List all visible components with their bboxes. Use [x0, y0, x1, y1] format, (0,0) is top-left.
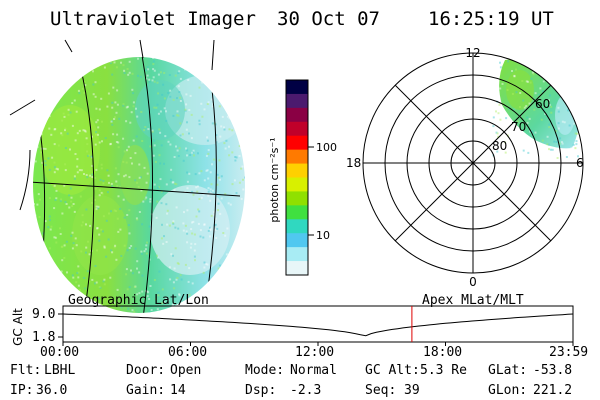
status-value-gc-alt: 5.3 Re — [420, 363, 467, 378]
colorbar-stripe — [286, 107, 308, 123]
altitude-y-tick-min: 1.8 — [32, 330, 56, 345]
status-key-glon: GLon: — [488, 383, 528, 398]
colorbar-stripe — [286, 163, 308, 179]
altitude-axis-label: GC Alt — [11, 308, 25, 346]
colorbar-tick-100: 100 — [316, 141, 337, 154]
mlt-label-0: 0 — [469, 275, 477, 289]
status-value-mode: Normal — [290, 363, 337, 378]
colorbar-stripe — [286, 205, 308, 220]
altitude-curve — [62, 313, 574, 337]
status-value-ip: 36.0 — [36, 383, 68, 398]
geographic-panel-label: Geographic Lat/Lon — [68, 293, 209, 308]
colorbar-stripe — [286, 177, 308, 193]
altitude-y-tick-max: 9.0 — [32, 307, 56, 322]
instrument-title: Ultraviolet Imager — [50, 8, 256, 30]
mlt-label-6: 6 — [576, 156, 584, 170]
altitude-x-tick-label: 12:00 — [295, 345, 335, 360]
colorbar-stripe — [286, 219, 308, 234]
status-key-glat: GLat: — [488, 363, 528, 378]
status-value-seq: 39 — [404, 383, 420, 398]
status-value-glon: 221.2 — [533, 383, 573, 398]
altitude-x-tick-label: 06:00 — [168, 345, 208, 360]
mlt-label-12: 12 — [465, 46, 480, 60]
mlt-label-18: 18 — [346, 156, 361, 170]
status-key-dsp: Dsp: — [245, 383, 277, 398]
observation-date: 30 Oct 07 — [277, 8, 380, 30]
observation-time: 16:25:19 UT — [428, 8, 554, 30]
status-key-door: Door: — [126, 363, 166, 378]
mlat-label-80: 80 — [492, 139, 507, 153]
colorbar-unit-label: photon cm⁻²s⁻¹ — [268, 137, 281, 222]
status-key-gain: Gain: — [126, 383, 166, 398]
colorbar-stripe — [286, 233, 308, 248]
status-value-dsp: -2.3 — [290, 383, 322, 398]
color-scale-bar: 100 10 photon cm⁻²s⁻¹ — [268, 79, 337, 276]
altitude-plot: GC Alt — [11, 305, 574, 346]
colorbar-stripe — [286, 121, 308, 137]
status-value-door: Open — [170, 363, 202, 378]
status-key-seq: Seq: — [365, 383, 397, 398]
status-key-filter: Flt: — [10, 363, 42, 378]
colorbar-stripe — [286, 191, 308, 206]
status-value-filter: LBHL — [44, 363, 76, 378]
status-key-gc-alt: GC Alt: — [365, 363, 420, 378]
colorbar-stripe — [286, 135, 308, 151]
colorbar-stripe — [286, 80, 308, 95]
colorbar-stripe — [286, 149, 308, 165]
status-value-gain: 14 — [170, 383, 186, 398]
altitude-x-tick-label: 23:59 — [549, 345, 589, 360]
polar-panel-label: Apex MLat/MLT — [422, 293, 524, 308]
colorbar-tick-10: 10 — [316, 229, 330, 242]
altitude-x-tick-label: 00:00 — [40, 345, 80, 360]
colorbar-stripe — [286, 247, 308, 262]
status-key-mode: Mode: — [245, 363, 285, 378]
mlat-label-70: 70 — [511, 120, 526, 134]
status-value-glat: -53.8 — [533, 363, 573, 378]
colorbar-stripe — [286, 261, 308, 276]
status-key-ip: IP: — [10, 383, 34, 398]
mlat-label-60: 60 — [535, 97, 550, 111]
colorbar-stripe — [286, 93, 308, 109]
altitude-x-tick-label: 18:00 — [423, 345, 463, 360]
polar-plot: 12 18 6 0 80 70 60 — [346, 46, 584, 289]
